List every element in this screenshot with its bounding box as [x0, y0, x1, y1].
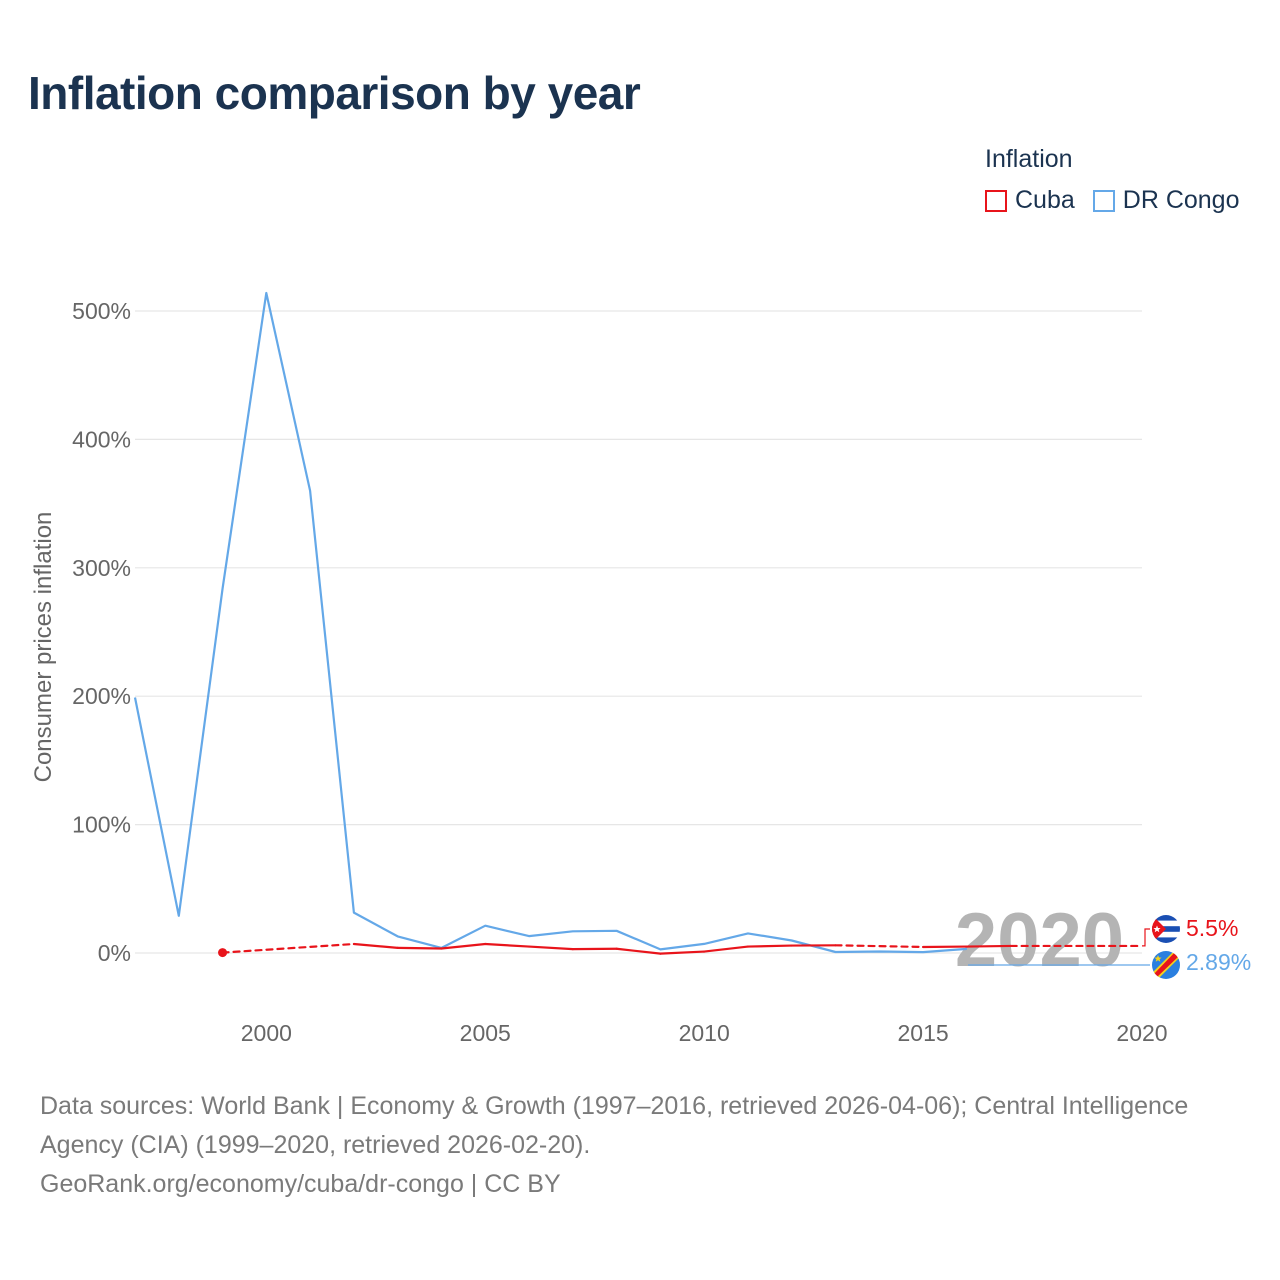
series-line-dr-congo[interactable]	[133, 291, 967, 954]
legend-item-dr-congo[interactable]: DR Congo	[1092, 186, 1240, 215]
x-tick-label: 2020	[1116, 1020, 1167, 1046]
series-segment-cuba[interactable]	[396, 946, 443, 950]
y-tick-label: 0%	[98, 940, 131, 966]
line-chart: 0% 100% 200% 300% 400% 500% 2000 2005 2010 2015 20…	[30, 291, 1251, 1046]
legend-swatch-dr-congo	[1092, 189, 1115, 212]
end-label-cuba: 5.5%	[1186, 915, 1238, 941]
end-label-dr-congo: 2.89%	[1186, 949, 1251, 975]
legend: Cuba DR Congo	[985, 186, 1258, 215]
series-segment-cuba[interactable]	[352, 942, 399, 949]
end-connector-cuba	[1142, 928, 1150, 947]
legend-label-dr-congo: DR Congo	[1122, 186, 1240, 214]
y-tick-label: 200%	[72, 683, 131, 709]
y-tick-label: 100%	[72, 812, 131, 838]
x-tick-label: 2010	[679, 1020, 730, 1046]
x-tick-label: 2005	[460, 1020, 511, 1046]
chart-title: Inflation comparison by year	[28, 67, 641, 119]
series-segment-cuba[interactable]	[746, 944, 793, 948]
series-segment-cuba[interactable]	[703, 945, 750, 953]
x-tick-label: 2015	[898, 1020, 949, 1046]
series-segment-cuba[interactable]	[440, 942, 487, 950]
series-segment-cuba[interactable]	[484, 942, 531, 948]
year-watermark: 2020	[955, 898, 1124, 983]
data-sources: Data sources: World Bank | Economy & Gro…	[40, 1092, 1189, 1159]
footer: Data sources: World Bank | Economy & Gro…	[40, 1087, 1240, 1204]
cuba-flag-icon	[1152, 915, 1180, 943]
credit-link[interactable]: GeoRank.org/economy/cuba/dr-congo | CC B…	[40, 1170, 561, 1198]
legend-title: Inflation	[985, 145, 1073, 173]
series-segment-cuba[interactable]	[965, 944, 1012, 948]
series-segment-cuba[interactable]	[834, 944, 925, 949]
legend-item-cuba[interactable]: Cuba	[985, 186, 1075, 215]
series-segment-cuba[interactable]	[221, 942, 356, 954]
series-segment-cuba[interactable]	[615, 947, 662, 955]
y-axis-label: Consumer prices inflation	[30, 512, 57, 783]
y-tick-label: 500%	[72, 298, 131, 324]
x-tick-label: 2000	[241, 1020, 292, 1046]
dr-congo-flag-icon	[1152, 951, 1180, 979]
y-tick-label: 400%	[72, 426, 131, 452]
legend-swatch-cuba	[985, 189, 1007, 212]
y-tick-label: 300%	[72, 555, 131, 581]
legend-label-cuba: Cuba	[1015, 186, 1075, 214]
series-segment-cuba[interactable]	[527, 945, 574, 951]
series-segment-cuba[interactable]	[659, 950, 706, 955]
series-point-cuba-start[interactable]	[218, 948, 228, 958]
